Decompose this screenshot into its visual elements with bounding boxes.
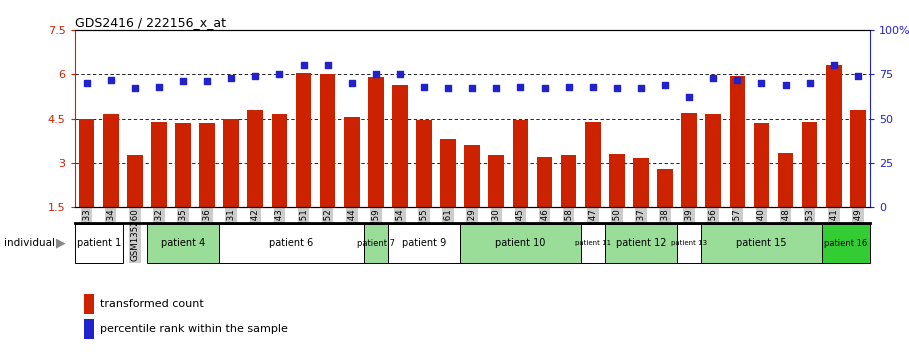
Bar (392, 85, 408, 207)
Point (296, 63, 311, 68)
Bar (247, 110, 263, 207)
Point (464, 86, 480, 91)
Point (79, 80, 94, 86)
Bar (440, 139, 456, 207)
Bar (850, 110, 865, 207)
Point (175, 79, 190, 84)
Bar (682, 113, 697, 207)
Point (345, 80, 359, 86)
Bar (368, 77, 384, 207)
Point (441, 86, 455, 91)
Text: patient 15: patient 15 (736, 238, 786, 249)
Bar (224, 119, 239, 207)
Point (682, 95, 696, 100)
Point (200, 79, 215, 84)
Point (368, 72, 383, 77)
Point (851, 73, 865, 79)
Bar (754, 123, 769, 207)
Point (104, 77, 118, 82)
Text: patient 13: patient 13 (671, 240, 707, 246)
FancyBboxPatch shape (460, 224, 581, 263)
FancyBboxPatch shape (822, 224, 870, 263)
Point (585, 84, 600, 90)
Bar (103, 114, 118, 207)
Bar (295, 73, 312, 207)
Point (610, 86, 624, 91)
Text: percentile rank within the sample: percentile rank within the sample (100, 324, 288, 334)
FancyBboxPatch shape (75, 224, 123, 263)
Bar (199, 123, 215, 207)
Text: patient 11: patient 11 (574, 240, 611, 246)
Bar (513, 120, 528, 207)
Bar (344, 117, 360, 207)
Bar (127, 155, 143, 207)
Bar (84, 319, 94, 339)
Point (248, 73, 263, 79)
Bar (826, 65, 842, 207)
Point (224, 75, 238, 81)
FancyBboxPatch shape (677, 224, 701, 263)
FancyBboxPatch shape (604, 224, 677, 263)
Bar (84, 294, 94, 314)
Bar (705, 114, 721, 207)
Text: patient 1: patient 1 (76, 238, 121, 249)
Point (803, 80, 817, 86)
Point (778, 82, 793, 88)
Text: patient 10: patient 10 (495, 238, 545, 249)
Text: patient 9: patient 9 (402, 238, 446, 249)
Bar (175, 123, 191, 207)
FancyBboxPatch shape (364, 224, 388, 263)
Text: ▶: ▶ (56, 237, 66, 250)
Bar (272, 114, 287, 207)
FancyBboxPatch shape (147, 224, 219, 263)
Point (634, 86, 648, 91)
Point (562, 84, 576, 90)
Text: individual: individual (4, 238, 55, 249)
Text: patient 12: patient 12 (615, 238, 666, 249)
Point (537, 86, 552, 91)
Bar (320, 74, 335, 207)
Point (416, 84, 431, 90)
Bar (464, 145, 480, 207)
Point (393, 72, 407, 77)
Text: patient 7: patient 7 (357, 239, 395, 248)
Bar (561, 155, 576, 207)
Text: GDS2416 / 222156_x_at: GDS2416 / 222156_x_at (75, 16, 225, 29)
Point (127, 86, 142, 91)
Bar (79, 119, 95, 207)
Bar (416, 120, 432, 207)
Point (152, 84, 166, 90)
Point (320, 63, 335, 68)
Point (658, 82, 673, 88)
Text: patient 6: patient 6 (269, 238, 314, 249)
Text: patient 4: patient 4 (161, 238, 205, 249)
Point (706, 75, 721, 81)
Point (272, 72, 286, 77)
FancyBboxPatch shape (219, 224, 364, 263)
FancyBboxPatch shape (581, 224, 604, 263)
Text: patient 16: patient 16 (824, 239, 867, 248)
Bar (778, 153, 794, 207)
Bar (633, 159, 649, 207)
Point (489, 86, 504, 91)
Bar (151, 121, 166, 207)
Text: transformed count: transformed count (100, 299, 204, 309)
FancyBboxPatch shape (388, 224, 460, 263)
Bar (802, 121, 817, 207)
Bar (657, 169, 673, 207)
Point (754, 80, 769, 86)
Bar (609, 154, 624, 207)
Bar (536, 157, 553, 207)
Bar (730, 76, 745, 207)
Point (514, 84, 528, 90)
FancyBboxPatch shape (701, 224, 822, 263)
Point (826, 63, 841, 68)
Bar (584, 121, 601, 207)
Bar (488, 155, 504, 207)
Point (730, 77, 744, 82)
